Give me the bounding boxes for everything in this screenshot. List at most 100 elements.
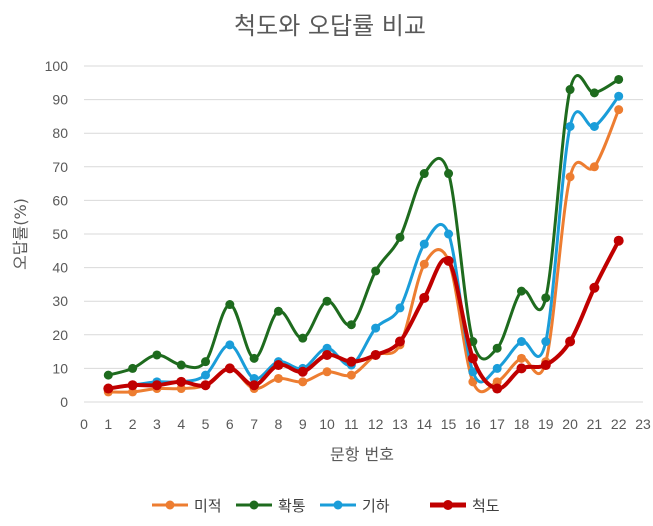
data-point <box>322 343 332 353</box>
legend-item: 기하 <box>320 497 390 515</box>
data-point <box>614 91 624 101</box>
x-tick-label: 7 <box>250 416 258 432</box>
y-tick-label: 20 <box>52 327 68 343</box>
y-tick-label: 90 <box>52 92 68 108</box>
data-point <box>492 363 502 373</box>
data-point <box>176 384 186 394</box>
data-point <box>516 337 526 347</box>
data-point <box>395 232 405 242</box>
x-tick-label: 14 <box>416 416 432 432</box>
data-point <box>103 383 114 394</box>
x-tick-label: 8 <box>275 416 283 432</box>
data-point <box>467 353 478 364</box>
legend-swatch-marker <box>443 500 453 510</box>
x-tick-label: 5 <box>202 416 210 432</box>
x-axis-title: 문항 번호 <box>330 445 394 464</box>
x-tick-label: 23 <box>635 416 651 432</box>
y-tick-label: 70 <box>52 159 68 175</box>
data-point <box>200 380 211 391</box>
data-point <box>444 229 454 239</box>
data-point <box>346 356 357 367</box>
data-point <box>371 266 381 276</box>
legend-item: 척도 <box>430 497 500 515</box>
y-tick-label: 50 <box>52 226 68 242</box>
legend-label: 확통 <box>278 497 306 515</box>
data-point <box>589 121 599 131</box>
x-tick-label: 3 <box>153 416 161 432</box>
data-point <box>201 357 211 367</box>
x-tick-label: 0 <box>80 416 88 432</box>
legend-swatch-marker <box>249 500 259 510</box>
y-tick-label: 10 <box>52 360 68 376</box>
data-point <box>541 337 551 347</box>
data-point <box>273 360 284 371</box>
data-point <box>419 292 430 303</box>
series-line <box>106 94 621 391</box>
data-point <box>249 380 260 391</box>
data-point <box>151 380 162 391</box>
data-point <box>394 336 405 347</box>
data-point <box>614 74 624 84</box>
x-tick-label: 15 <box>441 416 457 432</box>
data-point <box>346 370 356 380</box>
x-axis-ticks: 0 1 2 3 4 5 6 7 8 9 10 11 12 13 14 15 16 17 18 19 20 21 22 23 <box>80 416 651 432</box>
data-point <box>346 320 356 330</box>
series-line <box>106 238 621 391</box>
gridlines <box>84 65 643 403</box>
data-point <box>322 296 332 306</box>
data-point <box>541 293 551 303</box>
data-point <box>128 387 138 397</box>
data-point <box>225 300 235 310</box>
legend-item: 확통 <box>236 497 306 515</box>
y-axis-title: 오답률(%) <box>11 198 30 270</box>
data-point <box>613 235 624 246</box>
series-2 <box>103 74 624 380</box>
data-point <box>444 169 454 179</box>
x-tick-label: 11 <box>344 416 359 432</box>
series-3 <box>103 91 624 394</box>
series-line <box>106 74 621 377</box>
data-point <box>127 380 138 391</box>
chart-title: 척도와 오답률 비교 <box>234 12 426 40</box>
data-point <box>516 353 526 363</box>
y-tick-label: 30 <box>52 293 68 309</box>
data-point <box>565 172 575 182</box>
data-point <box>492 383 503 394</box>
data-point <box>297 366 308 377</box>
data-point <box>443 255 454 266</box>
data-point <box>565 85 575 95</box>
x-tick-label: 19 <box>538 416 554 432</box>
data-point <box>540 360 551 371</box>
legend-item: 미적 <box>152 497 222 515</box>
x-tick-label: 16 <box>465 416 481 432</box>
y-tick-label: 100 <box>45 58 69 74</box>
data-point <box>516 363 527 374</box>
x-tick-label: 12 <box>368 416 384 432</box>
y-axis-ticks: 0 10 20 30 40 50 60 70 80 90 100 <box>45 58 69 410</box>
data-point <box>589 162 599 172</box>
x-tick-label: 10 <box>319 416 335 432</box>
x-tick-label: 13 <box>392 416 408 432</box>
data-point <box>565 121 575 131</box>
data-point <box>249 353 259 363</box>
x-tick-label: 6 <box>226 416 234 432</box>
legend: 미적 확통 기하 척도 <box>152 497 500 515</box>
data-point <box>322 367 332 377</box>
x-tick-label: 21 <box>587 416 603 432</box>
data-point <box>492 377 502 387</box>
y-tick-label: 60 <box>52 192 68 208</box>
data-point <box>370 349 381 360</box>
data-point <box>419 259 429 269</box>
data-point <box>152 350 162 360</box>
y-tick-label: 40 <box>52 260 68 276</box>
data-point <box>128 363 138 373</box>
data-point <box>468 367 478 377</box>
data-point <box>298 333 308 343</box>
legend-label: 미적 <box>194 497 222 515</box>
x-tick-label: 22 <box>611 416 627 432</box>
x-tick-label: 17 <box>489 416 505 432</box>
x-tick-label: 1 <box>104 416 112 432</box>
x-tick-label: 20 <box>562 416 578 432</box>
data-point <box>273 306 283 316</box>
